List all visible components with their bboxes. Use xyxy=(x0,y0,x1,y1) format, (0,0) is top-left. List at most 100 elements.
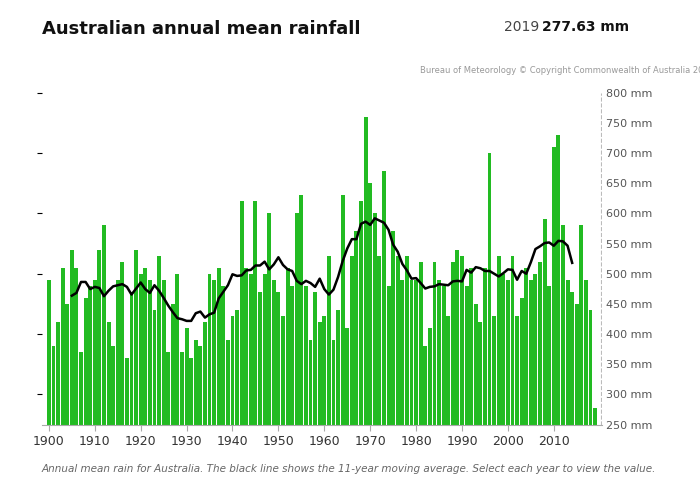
Bar xyxy=(405,256,409,488)
Bar xyxy=(395,256,400,488)
Bar xyxy=(584,280,588,488)
Bar xyxy=(318,322,322,488)
Bar xyxy=(139,274,143,488)
Bar xyxy=(437,280,441,488)
Bar xyxy=(377,256,382,488)
Bar xyxy=(442,286,446,488)
Bar xyxy=(198,346,202,488)
Bar xyxy=(212,280,216,488)
Bar xyxy=(428,328,432,488)
Bar xyxy=(226,340,230,488)
Bar xyxy=(281,316,285,488)
Bar xyxy=(79,352,83,488)
Bar xyxy=(350,256,354,488)
Bar xyxy=(336,310,340,488)
Bar xyxy=(451,262,455,488)
Bar xyxy=(364,117,368,488)
Bar xyxy=(239,202,244,488)
Text: Bureau of Meteorology © Copyright Commonwealth of Australia 2019: Bureau of Meteorology © Copyright Common… xyxy=(420,66,700,75)
Bar xyxy=(373,213,377,488)
Bar xyxy=(341,195,344,488)
Text: 277.63 mm: 277.63 mm xyxy=(542,20,629,34)
Bar xyxy=(167,352,170,488)
Bar xyxy=(286,268,290,488)
Bar xyxy=(276,292,280,488)
Bar xyxy=(313,292,317,488)
Bar xyxy=(433,262,436,488)
Bar xyxy=(533,274,538,488)
Text: Annual mean rain for Australia. The black line shows the 11-year moving average.: Annual mean rain for Australia. The blac… xyxy=(42,464,657,473)
Bar xyxy=(134,249,138,488)
Bar xyxy=(144,268,147,488)
Bar xyxy=(208,274,211,488)
Bar xyxy=(97,249,102,488)
Bar xyxy=(153,310,156,488)
Bar xyxy=(359,202,363,488)
Bar xyxy=(300,195,303,488)
Bar xyxy=(561,225,565,488)
Bar xyxy=(262,274,267,488)
Bar xyxy=(400,280,405,488)
Bar xyxy=(566,280,570,488)
Bar xyxy=(497,256,500,488)
Bar xyxy=(295,213,299,488)
Bar xyxy=(194,340,197,488)
Bar xyxy=(519,298,524,488)
Bar xyxy=(176,274,179,488)
Bar xyxy=(368,183,372,488)
Bar xyxy=(419,262,423,488)
Bar xyxy=(120,262,125,488)
Bar xyxy=(529,280,533,488)
Bar xyxy=(345,328,349,488)
Bar xyxy=(203,322,207,488)
Bar xyxy=(258,292,262,488)
Bar xyxy=(157,256,161,488)
Bar xyxy=(524,268,528,488)
Bar xyxy=(217,268,220,488)
Bar xyxy=(460,256,464,488)
Bar xyxy=(386,286,391,488)
Bar xyxy=(272,280,276,488)
Bar xyxy=(327,256,331,488)
Bar xyxy=(456,249,459,488)
Bar xyxy=(542,220,547,488)
Bar xyxy=(65,304,69,488)
Bar xyxy=(332,340,335,488)
Bar xyxy=(180,352,184,488)
Bar xyxy=(322,316,326,488)
Bar xyxy=(130,292,134,488)
Bar xyxy=(501,274,505,488)
Bar xyxy=(506,280,510,488)
Bar xyxy=(52,346,55,488)
Bar xyxy=(478,322,482,488)
Bar xyxy=(93,280,97,488)
Text: Australian annual mean rainfall: Australian annual mean rainfall xyxy=(42,20,360,38)
Bar xyxy=(244,268,248,488)
Bar xyxy=(88,286,92,488)
Bar xyxy=(354,231,358,488)
Bar xyxy=(70,249,74,488)
Bar xyxy=(391,231,395,488)
Bar xyxy=(382,171,386,488)
Bar xyxy=(249,274,253,488)
Bar xyxy=(106,322,111,488)
Bar xyxy=(575,304,579,488)
Bar xyxy=(424,346,427,488)
Bar xyxy=(556,135,560,488)
Bar xyxy=(304,286,308,488)
Bar xyxy=(171,304,175,488)
Bar xyxy=(570,292,574,488)
Bar xyxy=(469,268,473,488)
Bar xyxy=(309,340,312,488)
Bar xyxy=(447,316,450,488)
Bar xyxy=(185,328,188,488)
Bar xyxy=(74,268,78,488)
Bar xyxy=(61,268,64,488)
Bar xyxy=(267,213,271,488)
Bar xyxy=(47,280,51,488)
Bar xyxy=(125,358,129,488)
Bar xyxy=(465,286,468,488)
Bar xyxy=(589,310,592,488)
Bar xyxy=(515,316,519,488)
Bar xyxy=(547,286,551,488)
